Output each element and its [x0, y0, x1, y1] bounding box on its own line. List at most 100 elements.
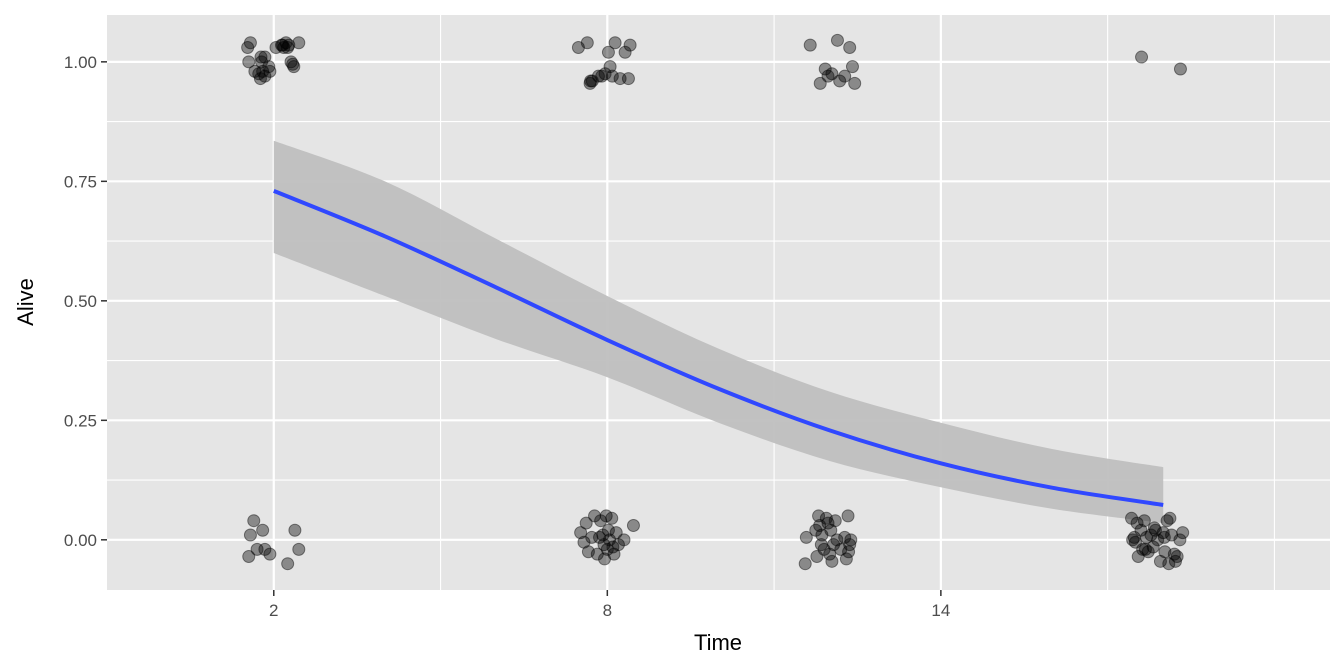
- data-point: [607, 547, 621, 561]
- data-point: [276, 38, 290, 52]
- data-point: [590, 547, 604, 561]
- data-point: [1157, 530, 1171, 544]
- data-point: [584, 74, 598, 88]
- data-point: [242, 550, 256, 564]
- data-point: [596, 528, 610, 542]
- data-point: [277, 41, 291, 55]
- data-point: [279, 36, 293, 50]
- data-point: [248, 64, 262, 78]
- data-point: [254, 50, 268, 64]
- data-point: [1140, 530, 1154, 544]
- x-tick-label: 2: [269, 601, 278, 620]
- data-point: [841, 509, 855, 523]
- y-axis-title: Alive: [13, 278, 38, 326]
- data-point: [1160, 514, 1174, 528]
- data-point: [1130, 516, 1144, 530]
- y-tick-label: 0.75: [64, 172, 97, 191]
- data-point: [838, 69, 852, 83]
- data-point: [810, 550, 824, 564]
- y-axis-ticks: 0.00 0.25 0.50 0.75 1.00: [64, 53, 107, 550]
- data-point: [580, 36, 594, 50]
- data-point: [621, 72, 635, 86]
- data-point: [608, 36, 622, 50]
- data-point: [623, 38, 637, 52]
- data-point: [843, 538, 857, 552]
- data-point: [262, 60, 276, 74]
- data-point: [597, 538, 611, 552]
- data-point: [828, 514, 842, 528]
- data-point: [817, 542, 831, 556]
- data-point: [577, 535, 591, 549]
- data-point: [1141, 545, 1155, 559]
- data-point: [263, 547, 277, 561]
- data-point: [258, 542, 272, 556]
- data-point: [574, 526, 588, 540]
- data-point: [1128, 535, 1142, 549]
- data-point: [827, 538, 841, 552]
- data-point: [599, 509, 613, 523]
- data-point: [1125, 511, 1139, 525]
- data-point: [1127, 530, 1141, 544]
- data-point: [834, 542, 848, 556]
- data-point: [798, 557, 812, 571]
- data-point: [287, 60, 301, 74]
- data-point: [818, 62, 832, 76]
- data-point: [813, 518, 827, 532]
- data-point: [842, 545, 856, 559]
- data-point: [819, 511, 833, 525]
- data-point: [1148, 523, 1162, 537]
- data-point: [601, 523, 615, 537]
- data-point: [611, 538, 625, 552]
- y-tick-label: 0.00: [64, 531, 97, 550]
- data-point: [253, 72, 267, 86]
- data-point: [845, 60, 859, 74]
- data-point: [843, 41, 857, 55]
- data-point: [830, 533, 844, 547]
- data-point: [830, 33, 844, 47]
- data-point: [288, 523, 302, 537]
- data-point: [242, 55, 256, 69]
- y-tick-label: 0.50: [64, 292, 97, 311]
- data-point: [813, 76, 827, 90]
- data-point: [1137, 514, 1151, 528]
- data-point: [595, 69, 609, 83]
- data-point: [1168, 554, 1182, 568]
- data-point: [252, 67, 266, 81]
- data-point: [799, 530, 813, 544]
- data-point: [585, 530, 599, 544]
- data-point: [626, 518, 640, 532]
- data-point: [594, 514, 608, 528]
- data-point: [583, 76, 597, 90]
- data-point: [1134, 523, 1148, 537]
- data-point: [591, 69, 605, 83]
- data-point: [282, 38, 296, 52]
- data-point: [618, 45, 632, 59]
- data-point: [601, 45, 615, 59]
- y-tick-label: 0.25: [64, 411, 97, 430]
- confidence-band: [273, 140, 1164, 524]
- data-point: [603, 60, 617, 74]
- data-point: [844, 533, 858, 547]
- data-point: [1144, 528, 1158, 542]
- data-point: [284, 55, 298, 69]
- data-point: [588, 509, 602, 523]
- data-point: [243, 528, 257, 542]
- data-point: [839, 552, 853, 566]
- data-point: [243, 36, 257, 50]
- x-axis-ticks: 2 8 14: [269, 590, 950, 620]
- x-axis-title: Time: [694, 630, 742, 655]
- data-point: [247, 514, 261, 528]
- data-point: [256, 523, 270, 537]
- data-point: [1158, 545, 1172, 559]
- data-point: [255, 55, 269, 69]
- data-point: [250, 542, 264, 556]
- data-point: [814, 538, 828, 552]
- data-point: [609, 526, 623, 540]
- data-point: [281, 41, 295, 55]
- data-point: [825, 554, 839, 568]
- data-point: [1136, 542, 1150, 556]
- data-point: [593, 530, 607, 544]
- data-point: [292, 36, 306, 50]
- data-point: [803, 38, 817, 52]
- data-point: [598, 552, 612, 566]
